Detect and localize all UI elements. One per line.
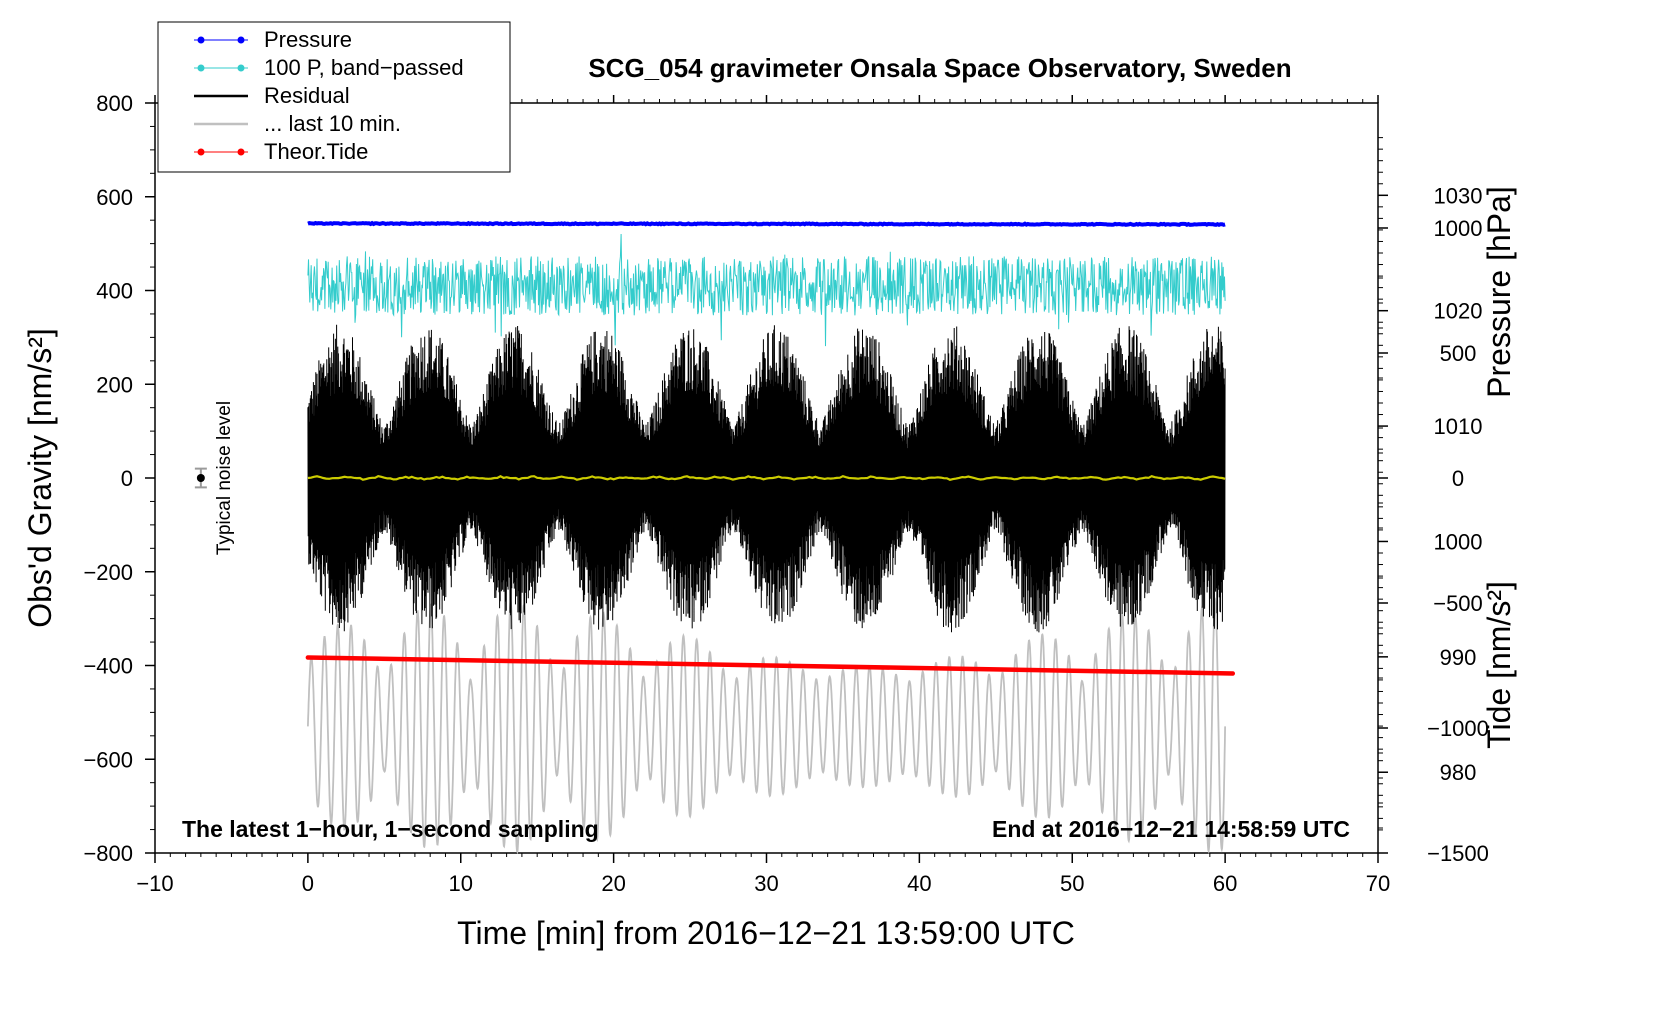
footer-left-note: The latest 1−hour, 1−second sampling xyxy=(182,816,599,842)
legend-label: Residual xyxy=(264,83,350,108)
legend-label: ... last 10 min. xyxy=(264,111,401,136)
noise-marker xyxy=(194,467,207,489)
y-axis-pressure-label: Pressure [hPa] xyxy=(1481,186,1517,398)
series-residual xyxy=(307,324,1226,633)
y-left-tick-label: 200 xyxy=(96,372,133,397)
chart-title: SCG_054 gravimeter Onsala Space Observat… xyxy=(588,53,1291,83)
series-mean-residual xyxy=(307,475,1226,481)
y-left-tick-label: 400 xyxy=(96,279,133,304)
legend-label: Pressure xyxy=(264,27,352,52)
series-band-passed-pressure xyxy=(307,233,1226,347)
y-left-tick-label: 800 xyxy=(96,91,133,116)
y-axis-left: 800 600 400 200 0 −200 −400 −600 −800 xyxy=(83,91,155,866)
legend-label: 100 P, band−passed xyxy=(264,55,464,80)
x-tick-label: 50 xyxy=(1060,871,1084,896)
legend-marker xyxy=(237,36,245,44)
series-pressure xyxy=(307,220,1226,228)
noise-label: Typical noise level xyxy=(214,401,235,555)
x-tick-label: 30 xyxy=(754,871,778,896)
y-left-tick-label: 0 xyxy=(121,466,133,491)
y-axis-left-label: Obs'd Gravity [nm/s²] xyxy=(22,328,58,628)
tide-tick-label: 0 xyxy=(1452,466,1464,491)
series-theoretical-tide xyxy=(305,655,1236,676)
footer-right-note: End at 2016−12−21 14:58:59 UTC xyxy=(992,816,1350,842)
pressure-tick-label: 980 xyxy=(1440,760,1477,785)
y-left-tick-label: −600 xyxy=(83,747,133,772)
y-axis-tide: 1000 500 0 −500 −1000 −1500 xyxy=(1378,216,1489,866)
tide-tick-label: −1500 xyxy=(1427,841,1489,866)
tide-tick-label: −1000 xyxy=(1427,716,1489,741)
x-tick-label: 40 xyxy=(907,871,931,896)
legend-marker xyxy=(237,148,245,156)
x-tick-label: −10 xyxy=(136,871,173,896)
y-left-tick-label: −400 xyxy=(83,654,133,679)
legend-label: Theor.Tide xyxy=(264,139,368,164)
tide-tick-label: 500 xyxy=(1440,341,1477,366)
pressure-tick-label: 990 xyxy=(1440,645,1477,670)
legend-marker xyxy=(197,64,205,72)
pressure-tick-label: 1030 xyxy=(1434,183,1483,208)
series-layer xyxy=(305,220,1236,855)
y-left-tick-label: −800 xyxy=(83,841,133,866)
series-last-10-min xyxy=(307,597,1226,855)
x-tick-label: 0 xyxy=(302,871,314,896)
pressure-tick-label: 1020 xyxy=(1434,299,1483,324)
legend-marker xyxy=(197,148,205,156)
noise-dot xyxy=(196,474,205,482)
legend-marker xyxy=(237,64,245,72)
y-axis-tide-label: Tide [nm/s²] xyxy=(1481,581,1517,749)
pressure-tick-label: 1010 xyxy=(1434,414,1483,439)
x-tick-label: 60 xyxy=(1213,871,1237,896)
x-tick-label: 70 xyxy=(1366,871,1390,896)
x-tick-label: 10 xyxy=(449,871,473,896)
legend-marker xyxy=(197,36,205,44)
x-tick-label: 20 xyxy=(601,871,625,896)
tide-tick-label: −500 xyxy=(1433,591,1483,616)
legend: Pressure 100 P, band−passed Residual ... la… xyxy=(157,21,511,173)
pressure-tick-label: 1000 xyxy=(1434,529,1483,554)
y-left-tick-label: 600 xyxy=(96,185,133,210)
x-axis-label: Time [min] from 2016−12−21 13:59:00 UTC xyxy=(457,915,1075,951)
y-axis-pressure: 1030 1020 1010 1000 990 980 xyxy=(1378,137,1483,831)
y-left-tick-label: −200 xyxy=(83,560,133,585)
tide-tick-label: 1000 xyxy=(1434,216,1483,241)
x-axis: −10 0 10 20 30 40 50 60 70 xyxy=(136,95,1390,896)
